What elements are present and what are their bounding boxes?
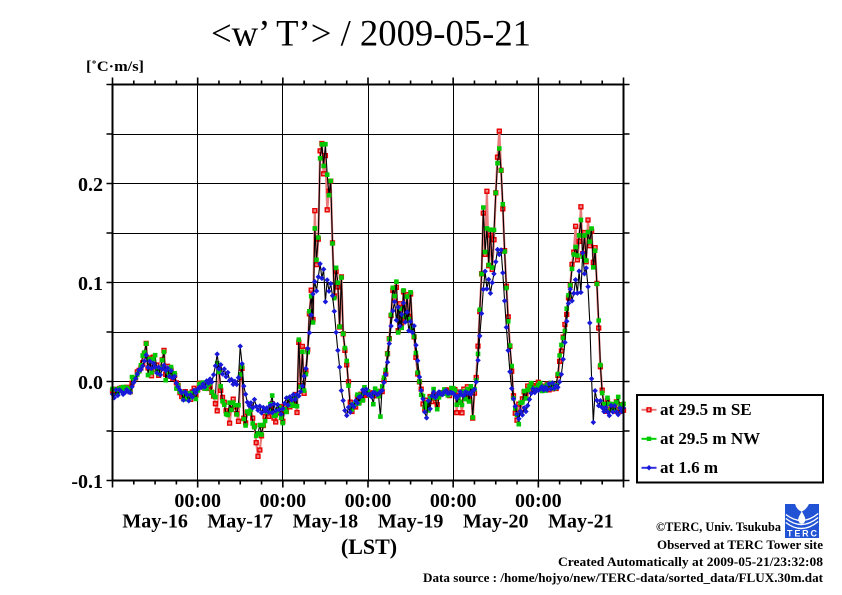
svg-text:00:00: 00:00	[515, 490, 562, 512]
svg-text:(LST): (LST)	[341, 534, 397, 559]
svg-text:0.1: 0.1	[78, 273, 103, 295]
svg-text:May-20: May-20	[463, 511, 529, 533]
svg-text:00:00: 00:00	[259, 490, 306, 512]
svg-text:0.2: 0.2	[78, 174, 103, 196]
svg-text:00:00: 00:00	[430, 490, 477, 512]
svg-text:May-16: May-16	[122, 511, 188, 533]
svg-text:[˚C·m/s]: [˚C·m/s]	[86, 59, 144, 75]
svg-text:00:00: 00:00	[345, 490, 392, 512]
svg-text:0.0: 0.0	[78, 372, 103, 394]
svg-text:at 29.5 m NW: at 29.5 m NW	[660, 429, 760, 448]
svg-text:May-17: May-17	[207, 511, 273, 533]
svg-text:Observed at TERC Tower site: Observed at TERC Tower site	[657, 537, 823, 552]
svg-text:at 1.6 m: at 1.6 m	[660, 458, 718, 477]
svg-text:at 29.5 m SE: at 29.5 m SE	[660, 400, 752, 419]
svg-text:Data source : /home/hojyo/new/: Data source : /home/hojyo/new/TERC-data/…	[423, 570, 824, 585]
svg-text:Created Automatically at 2009-: Created Automatically at 2009-05-21/23:3…	[558, 554, 824, 569]
svg-text:May-21: May-21	[548, 511, 614, 533]
svg-text:May-18: May-18	[293, 511, 359, 533]
svg-text:©TERC, Univ. Tsukuba: ©TERC, Univ. Tsukuba	[656, 519, 781, 534]
svg-text:May-19: May-19	[378, 511, 444, 533]
svg-text:TERC: TERC	[787, 529, 818, 539]
svg-text:-0.1: -0.1	[71, 471, 103, 493]
svg-text:00:00: 00:00	[174, 490, 221, 512]
svg-text:<w’ T’> / 2009-05-21: <w’ T’> / 2009-05-21	[211, 13, 531, 54]
